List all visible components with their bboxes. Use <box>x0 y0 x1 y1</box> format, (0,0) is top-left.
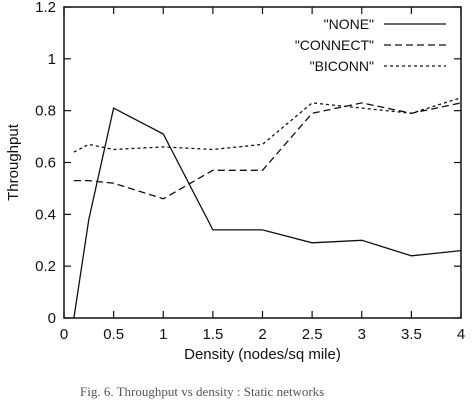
legend: "NONE" "CONNECT" "BICONN" <box>295 16 446 74</box>
y-tick-label: 0 <box>48 310 56 327</box>
legend-label: "NONE" <box>324 16 374 32</box>
y-tick-label: 1.2 <box>35 0 56 16</box>
series-line-0 <box>73 107 462 319</box>
x-tick-label: 4 <box>457 326 465 343</box>
plot-frame <box>63 6 462 319</box>
y-tick-label: 1 <box>48 51 56 68</box>
x-axis-label: Density (nodes/sq mile) <box>184 346 341 363</box>
y-axis-label: Throughput <box>5 123 22 201</box>
x-tick-label: 3 <box>358 326 366 343</box>
y-tick-label: 0.2 <box>35 258 56 275</box>
x-tick-label: 3.5 <box>401 326 422 343</box>
series-line-2 <box>73 97 462 153</box>
y-tick-label: 0.6 <box>35 155 56 172</box>
x-tick-label: 1.5 <box>202 326 223 343</box>
figure-caption: Fig. 6. Throughput vs density : Static n… <box>80 384 325 399</box>
x-tick-label: 1 <box>159 326 167 343</box>
y-axis-ticks: 0 0.2 0.4 0.6 0.8 1 1.2 <box>35 0 461 327</box>
x-axis-ticks: 0 0.5 1 1.5 2 2.5 3 3.5 4 <box>60 7 465 343</box>
series-line-1 <box>73 102 462 200</box>
x-tick-label: 0 <box>60 326 68 343</box>
throughput-chart: 0 0.2 0.4 0.6 0.8 1 1.2 0 0.5 1 1.5 2 2.5 3 3.5 4 "NON… <box>5 0 465 363</box>
y-tick-label: 0.8 <box>35 103 56 120</box>
series-lines <box>73 97 462 319</box>
x-tick-label: 2 <box>258 326 266 343</box>
legend-label: "BICONN" <box>310 58 374 74</box>
y-tick-label: 0.4 <box>35 206 56 223</box>
x-tick-label: 2.5 <box>302 326 323 343</box>
x-tick-label: 0.5 <box>103 326 124 343</box>
legend-label: "CONNECT" <box>295 37 374 53</box>
